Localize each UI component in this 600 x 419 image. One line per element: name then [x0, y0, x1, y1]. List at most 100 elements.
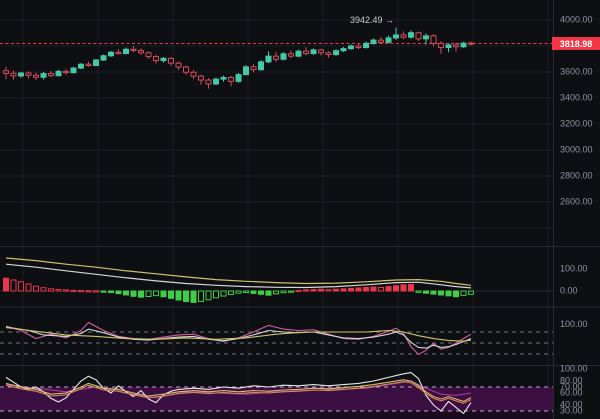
stoch-axis-label: 80.00 — [560, 375, 583, 385]
stoch-d2-line — [5, 381, 472, 404]
candle-body — [130, 48, 137, 52]
price-axis-label: 3000.00 — [560, 144, 593, 154]
candle-body — [438, 42, 444, 49]
candle-body — [310, 49, 317, 55]
stoch-k-line — [5, 372, 472, 414]
candle-body — [93, 59, 99, 67]
candle-body — [18, 72, 24, 77]
candle-body — [220, 76, 227, 80]
candle-body — [468, 42, 474, 45]
candle-body — [25, 72, 32, 76]
candle-body — [160, 57, 167, 62]
macd-axis-label: 100.00 — [560, 263, 588, 273]
candle-body — [370, 39, 377, 44]
macd-hist-bar — [220, 290, 227, 297]
macd-hist-bar — [93, 290, 99, 293]
candle-body — [63, 70, 69, 74]
candle-body — [205, 79, 212, 85]
candle-body — [355, 45, 362, 49]
macd-hist-bar — [235, 290, 242, 294]
candle-body — [423, 35, 429, 40]
macd-hist-bar — [130, 290, 137, 297]
candle-body — [303, 50, 309, 55]
macd-hist-bar — [333, 288, 339, 292]
candle-body — [445, 44, 452, 49]
macd-hist-bar — [160, 290, 167, 298]
macd-hist-bar — [168, 290, 174, 299]
stoch-band-low-fill — [0, 411, 553, 419]
candle-body — [460, 42, 467, 48]
candle-body — [400, 34, 407, 38]
macd-hist-bar — [460, 290, 467, 296]
macd-hist-bar — [295, 289, 302, 293]
candle-body — [453, 44, 459, 48]
macd-hist-bar — [33, 285, 39, 292]
stoch-axis-label: 70.00 — [560, 381, 583, 391]
candle-body — [153, 56, 159, 62]
candle-body — [408, 32, 414, 38]
macd-hist-bar — [85, 290, 92, 293]
macd-axis-label: 0.00 — [560, 285, 578, 295]
macd-hist-bar — [445, 290, 452, 297]
candle-body — [415, 32, 422, 40]
macd-hist-bar — [100, 290, 107, 293]
macd-hist-bar — [258, 290, 264, 295]
candle-body — [190, 71, 197, 77]
macd-hist-bar — [400, 284, 407, 292]
candle-body — [70, 67, 77, 74]
last-price-tag: 3818.98 — [552, 37, 600, 50]
macd-hist-bar — [78, 290, 84, 293]
macd-hist-bar — [310, 288, 317, 292]
candle-body — [10, 72, 17, 77]
candle-body — [430, 35, 437, 44]
macd-hist-bar — [18, 281, 24, 292]
candle-body — [55, 70, 62, 77]
macd-hist-bar — [250, 290, 257, 294]
price-axis-label: 3600.00 — [560, 66, 593, 76]
candle-body — [33, 74, 39, 78]
macd-hist-bar — [325, 289, 332, 292]
candle-body — [100, 55, 107, 61]
price-axis-label: 2800.00 — [560, 170, 593, 180]
macd-hist-bar — [423, 290, 429, 294]
high-annotation: 3942.49 → — [349, 15, 394, 25]
candle-body — [78, 63, 84, 69]
macd-hist-bar — [363, 286, 369, 292]
candle-body — [318, 49, 324, 54]
candle-body — [288, 53, 294, 57]
candle-body — [108, 51, 114, 57]
candle-body — [40, 73, 47, 78]
macd-hist-bar — [228, 290, 234, 296]
candle-body — [273, 55, 279, 60]
candle-body — [228, 76, 234, 82]
candle-body — [115, 51, 122, 55]
macd-hist-bar — [153, 290, 159, 297]
macd-hist-bar — [123, 290, 129, 296]
stoch-axis-label: 30.00 — [560, 405, 583, 415]
macd-hist-bar — [393, 285, 399, 292]
macd-hist-bar — [430, 290, 437, 295]
candle-body — [168, 57, 174, 64]
stoch-d-line — [5, 379, 472, 402]
macd-hist-bar — [273, 290, 279, 295]
candle-body — [363, 42, 369, 49]
candle-body — [183, 66, 189, 73]
macd-hist-bar — [355, 287, 362, 292]
candle-body — [265, 55, 272, 63]
macd-hist-bar — [243, 290, 249, 294]
macd-hist-bar — [340, 288, 347, 292]
candle-body — [325, 52, 332, 56]
macd-hist-bar — [198, 290, 204, 303]
candle-body — [3, 70, 9, 74]
macd-hist-bar — [213, 290, 219, 299]
macd-hist-bar — [145, 290, 152, 297]
macd-hist-bar — [10, 279, 17, 292]
macd-hist-bar — [115, 290, 122, 295]
macd-hist-bar — [378, 286, 384, 292]
macd-hist-bar — [370, 286, 377, 292]
candle-body — [378, 39, 384, 43]
macd-hist-bar — [348, 287, 354, 292]
candle-body — [333, 50, 339, 56]
